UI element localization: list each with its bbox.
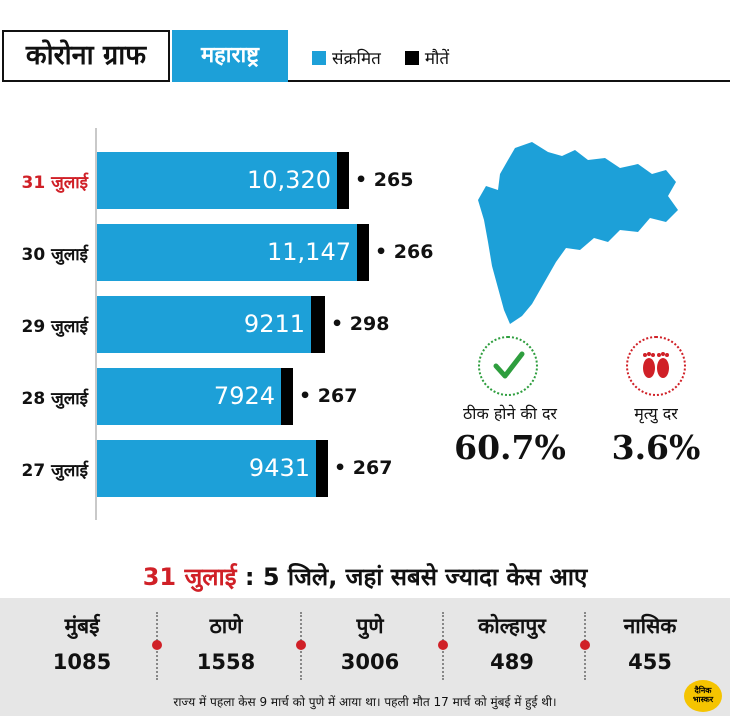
recovery-rate-value: 60.7% <box>454 428 566 467</box>
legend-item-deaths: मौतें <box>404 46 450 69</box>
districts-heading-date: 31 जुलाई <box>142 563 237 591</box>
district-count: 1085 <box>52 650 112 674</box>
header-rule <box>288 80 730 82</box>
footnote: राज्य में पहला केस 9 मार्च को पुणे में आ… <box>173 695 557 709</box>
infected-value-label: 10,320 <box>247 166 331 194</box>
row-date-label: 30 जुलाई <box>21 245 88 265</box>
legend: संक्रमित मौतें <box>312 46 449 69</box>
district-mumbai: मुंबई 1085 <box>12 612 152 674</box>
state-label: महाराष्ट्र <box>172 30 288 82</box>
district-kolhapur: कोल्हापुर 489 <box>442 612 582 674</box>
chart-title: कोरोना ग्राफ <box>2 30 170 82</box>
districts-heading-text: : 5 जिले, जहां सबसे ज्यादा केस आए <box>244 563 588 591</box>
district-name: पुणे <box>356 614 384 638</box>
row-date-label: 27 जुलाई <box>21 461 88 481</box>
row-date-label: 31 जुलाई <box>21 173 88 193</box>
death-rate-value: 3.6% <box>611 428 701 467</box>
death-bar <box>337 152 349 209</box>
logo-line-2: भास्कर <box>692 695 714 704</box>
district-separator <box>296 612 306 680</box>
death-value-label: • 265 <box>355 169 414 191</box>
district-count: 3006 <box>340 650 400 674</box>
legend-label-deaths: मौतें <box>424 49 450 69</box>
death-bar <box>316 440 328 497</box>
infected-bar <box>97 296 313 353</box>
infected-bar <box>97 440 318 497</box>
district-name: ठाणे <box>209 614 243 638</box>
districts-heading: 31 जुलाई : 5 जिले, जहां सबसे ज्यादा केस … <box>0 560 730 593</box>
death-value-label: • 266 <box>375 241 434 263</box>
death-bar <box>357 224 369 281</box>
infected-bar <box>97 152 339 209</box>
district-thane: ठाणे 1558 <box>156 612 296 674</box>
death-bar <box>281 368 293 425</box>
infected-value-label: 9431 <box>248 454 310 482</box>
newspaper-logo: दैनिक भास्कर <box>684 680 722 712</box>
district-separator <box>580 612 590 680</box>
death-bar <box>311 296 325 353</box>
row-date-label: 28 जुलाई <box>21 389 88 409</box>
recovery-rate-label: ठीक होने की दर <box>463 404 557 423</box>
death-value-label: • 298 <box>331 313 390 335</box>
infected-value-label: 7924 <box>213 382 275 410</box>
death-value-label: • 267 <box>334 457 393 479</box>
district-separator <box>152 612 162 680</box>
row-date-label: 29 जुलाई <box>21 317 88 337</box>
district-count: 489 <box>490 650 534 674</box>
legend-label-infected: संक्रमित <box>332 49 381 69</box>
district-count: 1558 <box>196 650 256 674</box>
chart-axis <box>95 128 97 520</box>
district-nashik: नासिक 455 <box>580 612 720 674</box>
infected-value-label: 11,147 <box>267 238 351 266</box>
check-icon <box>478 336 538 396</box>
district-name: मुंबई <box>64 614 100 638</box>
infected-bar <box>97 368 283 425</box>
logo-line-1: दैनिक <box>694 686 712 695</box>
infected-bar <box>97 224 359 281</box>
district-separator <box>438 612 448 680</box>
legend-swatch-infected <box>312 50 326 65</box>
legend-item-infected: संक्रमित <box>312 46 381 69</box>
legend-swatch-deaths <box>404 50 419 65</box>
death-value-label: • 267 <box>299 385 358 407</box>
infected-value-label: 9211 <box>243 310 305 338</box>
death-rate-label: मृत्यु दर <box>634 404 678 423</box>
district-pune: पुणे 3006 <box>300 612 440 674</box>
districts-panel: मुंबई 1085 ठाणे 1558 पुणे 3006 कोल्हापुर… <box>0 598 730 716</box>
maharashtra-map-icon <box>478 142 678 324</box>
district-name: कोल्हापुर <box>478 614 546 638</box>
district-count: 455 <box>628 650 672 674</box>
footprints-icon <box>626 336 686 396</box>
district-name: नासिक <box>623 614 677 638</box>
